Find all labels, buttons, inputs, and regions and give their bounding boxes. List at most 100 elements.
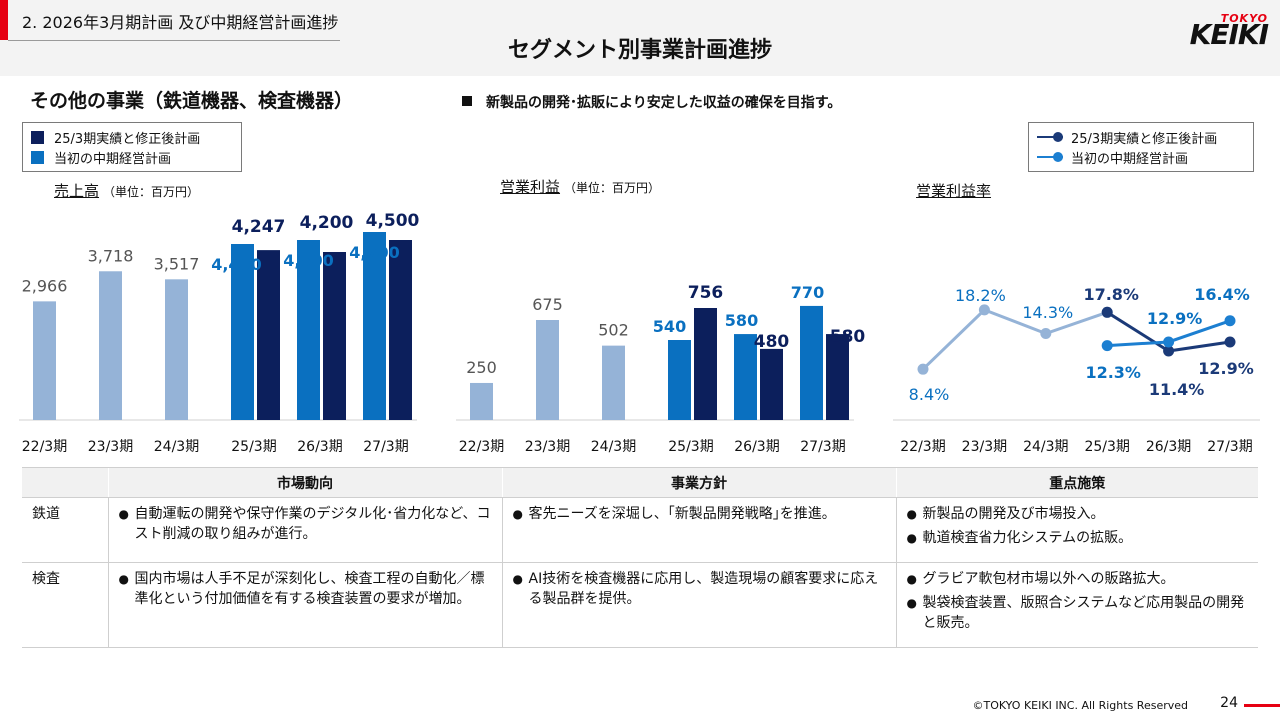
bar-plan: [734, 334, 757, 420]
logo-big-text: KEIKI: [1189, 18, 1269, 51]
measures-cell: 新製品の開発及び市場投入。軌道検査省力化システムの拡販。: [895, 497, 1258, 563]
blue-swatch-icon: [31, 150, 44, 164]
data-point-actual: [1163, 345, 1175, 357]
copyright: ©TOKYO KEIKI INC. All Rights Reserved: [972, 699, 1188, 712]
bar-actual: [760, 348, 783, 420]
page-accent-bar: [1244, 704, 1280, 707]
data-label-past: 14.3%: [1022, 303, 1073, 322]
x-tick-label: 27/3期: [800, 439, 845, 455]
data-label-past: 3,517: [154, 254, 200, 273]
bar-plan: [363, 232, 386, 420]
headline-text: 新製品の開発･拡販により安定した収益の確保を目指す。: [486, 95, 842, 111]
data-label-actual: 480: [754, 332, 790, 352]
red-accent-bar: [0, 0, 8, 40]
segment-title: その他の事業（鉄道機器、検査機器）: [30, 90, 354, 112]
bar-actual: [323, 252, 346, 420]
x-tick-label: 24/3期: [591, 439, 636, 455]
page-title: セグメント別事業計画進捗: [507, 38, 772, 63]
x-tick-label: 23/3期: [962, 439, 1007, 455]
market-cell: 国内市場は人手不足が深刻化し、検査工程の自動化／標準化という付加価値を有する検査…: [107, 562, 502, 648]
table-header-row: 市場動向 事業方針 重点施策: [22, 467, 1258, 498]
data-label-plan: 4,500: [283, 251, 334, 270]
x-tick-label: 23/3期: [88, 439, 133, 455]
data-label-past: 8.4%: [909, 385, 950, 404]
data-label-past: 3,718: [88, 246, 134, 265]
x-tick-label: 27/3期: [363, 439, 408, 455]
table-header-blank: [22, 467, 108, 498]
x-tick-label: 25/3期: [231, 439, 276, 455]
bar-plan: [231, 244, 254, 420]
x-tick-label: 23/3期: [525, 439, 570, 455]
square-bullet-icon: [462, 96, 472, 106]
x-tick-label: 25/3期: [1084, 439, 1129, 455]
data-label-past: 250: [466, 358, 497, 377]
data-point-past: [1040, 327, 1052, 339]
data-label-actual: 17.8%: [1083, 285, 1139, 304]
data-point-plan: [1163, 336, 1175, 348]
legend-item-actual: 25/3期実績と修正後計画: [31, 127, 233, 147]
data-point-actual: [1101, 306, 1113, 318]
dark-line-marker-icon: [1037, 131, 1063, 143]
line-legend-item-plan: 当初の中期経営計画: [1037, 147, 1245, 167]
bar-legend: 25/3期実績と修正後計画 当初の中期経営計画: [22, 122, 242, 172]
list-item: AI技術を検査機器に応用し、製造現場の顧客要求に応える製品群を提供。: [511, 569, 888, 609]
logo-small-text: TOKYO: [1220, 12, 1268, 25]
x-tick-label: 22/3期: [459, 439, 504, 455]
x-tick-label: 27/3期: [1207, 439, 1252, 455]
header-band: [0, 0, 1280, 76]
section-title: 2. 2026年3月期計画 及び中期経営計画進捗: [22, 13, 339, 32]
data-label-actual: 4,500: [366, 211, 420, 231]
data-label-past: 18.2%: [955, 286, 1006, 305]
list-item: 客先ニーズを深堀し、｢新製品開発戦略｣を推進。: [511, 504, 888, 524]
legend-item-plan: 当初の中期経営計画: [31, 147, 233, 167]
section-underline: [8, 40, 340, 41]
bar-past: [165, 279, 188, 420]
data-label-past: 502: [598, 321, 629, 340]
charts-canvas: 22/3期 2,966 23/3期 3,718 24/3期 3,517 25/3期 4,400…: [19, 211, 1260, 455]
x-tick-label: 26/3期: [734, 439, 779, 455]
list-item: 国内市場は人手不足が深刻化し、検査工程の自動化／標準化という付加価値を有する検査…: [117, 569, 494, 609]
bar-plan: [297, 240, 320, 420]
bar-plan: [668, 340, 691, 420]
list-item: グラビア軟包材市場以外への販路拡大。: [905, 569, 1251, 589]
bar-past: [99, 271, 122, 420]
data-label-actual: 11.4%: [1149, 380, 1205, 399]
data-label-plan: 12.3%: [1085, 363, 1141, 382]
bar-past: [602, 345, 625, 420]
bar-past: [470, 382, 493, 420]
table-header-policy: 事業方針: [501, 467, 896, 498]
data-label-plan: 4,400: [211, 255, 262, 274]
data-label-actual: 4,247: [232, 217, 286, 237]
data-point-plan: [1224, 315, 1236, 327]
market-cell: 自動運転の開発や保守作業のデジタル化･省力化など、コスト削減の取り組みが進行。: [107, 497, 502, 563]
line-legend-item-actual: 25/3期実績と修正後計画: [1037, 127, 1245, 147]
policy-cell: AI技術を検査機器に応用し、製造現場の顧客要求に応える製品群を提供。: [501, 562, 896, 648]
profit-title-text: 営業利益: [500, 178, 561, 196]
list-item: 軌道検査省力化システムの拡販。: [905, 528, 1251, 548]
data-label-plan: 580: [725, 311, 758, 330]
x-tick-label: 24/3期: [1023, 439, 1068, 455]
line-legend-label-actual: 25/3期実績と修正後計画: [1071, 131, 1218, 147]
policy-cell: 客先ニーズを深堀し、｢新製品開発戦略｣を推進。: [501, 497, 896, 563]
bar-plan: [800, 305, 823, 420]
profit-chart-title: 営業利益 （単位：百万円）: [500, 176, 660, 197]
navy-swatch-icon: [31, 130, 44, 144]
x-tick-label: 25/3期: [668, 439, 713, 455]
list-item: 新製品の開発及び市場投入。: [905, 504, 1251, 524]
sales-chart-title: 売上高 （単位：百万円）: [54, 180, 199, 201]
data-label-plan: 770: [791, 283, 824, 302]
sales-title-text: 売上高: [54, 182, 100, 200]
headline: 新製品の開発･拡販により安定した収益の確保を目指す。: [462, 92, 841, 112]
data-label-past: 675: [532, 295, 563, 314]
bar-actual: [826, 334, 849, 420]
bar-actual: [694, 308, 717, 420]
data-label-actual: 756: [688, 283, 724, 303]
strategy-table: 市場動向 事業方針 重点施策 鉄道 自動運転の開発や保守作業のデジタル化･省力化…: [22, 467, 1258, 648]
data-label-plan: 16.4%: [1194, 285, 1250, 304]
blue-line-marker-icon: [1037, 151, 1063, 163]
line-legend: 25/3期実績と修正後計画 当初の中期経営計画: [1028, 122, 1254, 172]
table-header-market: 市場動向: [107, 467, 502, 498]
data-point-past: [917, 363, 929, 375]
page-number: 24: [1220, 695, 1238, 711]
x-tick-label: 22/3期: [22, 439, 67, 455]
